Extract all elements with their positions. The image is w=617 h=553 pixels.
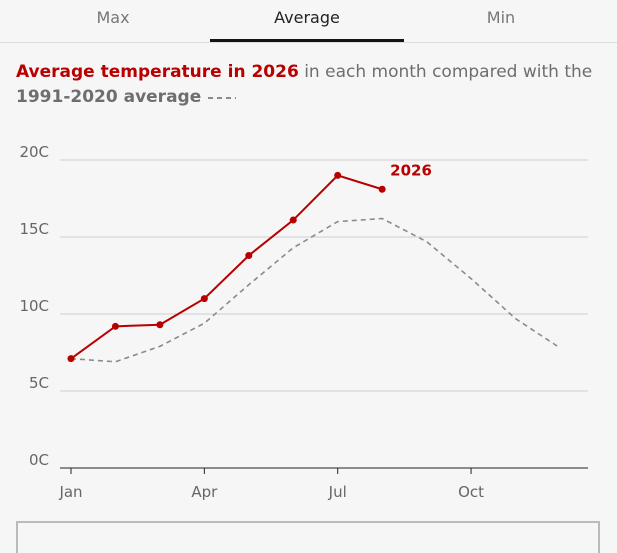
x-tick-label: Jan bbox=[58, 483, 82, 501]
y-tick-label: 10C bbox=[19, 297, 49, 315]
chart: 0C 5C 10C 15C 20C Jan Apr Jul Oct 2026 bbox=[19, 143, 588, 501]
point bbox=[378, 185, 386, 193]
chart-title: Average temperature in 2026 in each mont… bbox=[16, 60, 606, 110]
point bbox=[245, 251, 253, 259]
tab-bar: Max Average Min bbox=[0, 0, 617, 43]
x-tick-label: Apr bbox=[191, 483, 218, 501]
info-box bbox=[16, 521, 600, 553]
dash-legend bbox=[207, 97, 236, 99]
series-label: 2026 bbox=[390, 161, 432, 179]
title-rest: in each month compared with the bbox=[304, 62, 593, 82]
series-line bbox=[70, 217, 561, 363]
tab[interactable]: Max bbox=[96, 8, 130, 27]
point bbox=[111, 322, 119, 330]
y-tick-label: 0C bbox=[29, 451, 49, 469]
tab-underline bbox=[210, 39, 404, 42]
title-highlight: Average temperature in 2026 bbox=[16, 62, 299, 82]
point bbox=[67, 355, 75, 363]
title-average: 1991-2020 average bbox=[16, 87, 202, 107]
y-tick-label: 15C bbox=[19, 220, 49, 238]
point bbox=[200, 295, 208, 303]
x-tick-label: Jul bbox=[328, 483, 347, 501]
point bbox=[289, 216, 297, 224]
point bbox=[334, 171, 342, 179]
y-tick-label: 5C bbox=[29, 374, 49, 392]
tab[interactable]: Min bbox=[486, 8, 516, 27]
point bbox=[156, 321, 164, 329]
y-tick-label: 20C bbox=[19, 143, 49, 161]
series-line bbox=[70, 174, 383, 360]
x-tick-label: Oct bbox=[458, 483, 484, 501]
tab[interactable]: Average bbox=[274, 8, 340, 27]
